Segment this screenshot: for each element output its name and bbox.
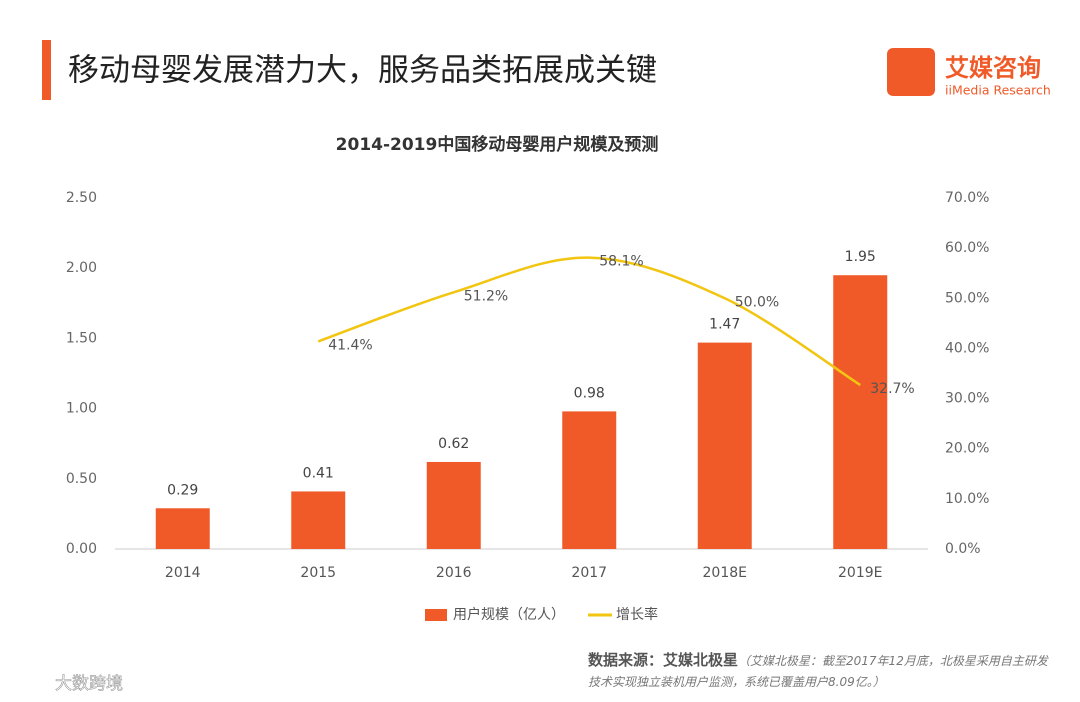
bar: [833, 275, 888, 549]
y2-tick-label: 0.0%: [945, 541, 981, 557]
y-tick-label: 2.00: [66, 260, 97, 276]
logo-text: 艾媒咨询: [945, 54, 1041, 82]
legend-label: 增长率: [616, 606, 658, 623]
x-tick-label: 2018E: [703, 565, 747, 581]
line-value-label: 58.1%: [599, 254, 643, 270]
line-value-label: 41.4%: [328, 337, 372, 353]
y2-tick-label: 70.0%: [945, 190, 989, 206]
y2-tick-label: 60.0%: [945, 240, 989, 256]
chart-title: 2014-2019中国移动母婴用户规模及预测: [336, 134, 659, 155]
page-title: 移动母婴发展潜力大，服务品类拓展成关键: [68, 53, 657, 89]
x-tick-label: 2014: [165, 565, 201, 581]
title-accent: [42, 40, 51, 100]
bar-value-label: 0.62: [438, 436, 469, 452]
y2-tick-label: 50.0%: [945, 290, 989, 306]
source-note: （艾媒北极星：截至2017年12月底，北极星采用自主研发技术实现独立装机用户监测…: [588, 654, 1048, 689]
bar: [155, 508, 210, 549]
bar-value-label: 0.29: [167, 482, 198, 498]
bar: [291, 491, 346, 549]
y-tick-label: 0.50: [66, 471, 97, 487]
line-value-label: 50.0%: [735, 294, 779, 310]
bar: [562, 411, 617, 549]
bar-value-label: 0.98: [574, 385, 605, 401]
source-label: 数据来源：艾媒北极星: [588, 651, 739, 669]
y-tick-label: 1.00: [66, 401, 97, 417]
watermark: 大数跨境: [55, 674, 123, 694]
legend-label: 用户规模（亿人）: [453, 606, 565, 623]
logo-icon: [887, 48, 935, 96]
x-tick-label: 2016: [436, 565, 472, 581]
line-value-label: 32.7%: [870, 381, 914, 397]
bar-value-label: 1.95: [845, 249, 876, 265]
y2-tick-label: 20.0%: [945, 441, 989, 457]
y2-tick-label: 30.0%: [945, 391, 989, 407]
bar: [697, 342, 752, 549]
x-tick-label: 2019E: [838, 565, 882, 581]
y2-tick-label: 40.0%: [945, 340, 989, 356]
bar-value-label: 1.47: [709, 317, 740, 333]
bar: [426, 461, 481, 549]
x-tick-label: 2017: [571, 565, 607, 581]
source: 数据来源：艾媒北极星（艾媒北极星：截至2017年12月底，北极星采用自主研发技术…: [588, 650, 1058, 692]
y-tick-label: 1.50: [66, 330, 97, 346]
legend-swatch: [425, 609, 447, 621]
growth-line: [317, 256, 861, 387]
bar-value-label: 0.41: [303, 465, 334, 481]
line-value-label: 51.2%: [464, 288, 508, 304]
logo-sub: iiMedia Research: [945, 83, 1051, 98]
y-tick-label: 0.00: [66, 541, 97, 557]
y-tick-label: 2.50: [66, 190, 97, 206]
x-tick-label: 2015: [300, 565, 336, 581]
y2-tick-label: 10.0%: [945, 491, 989, 507]
